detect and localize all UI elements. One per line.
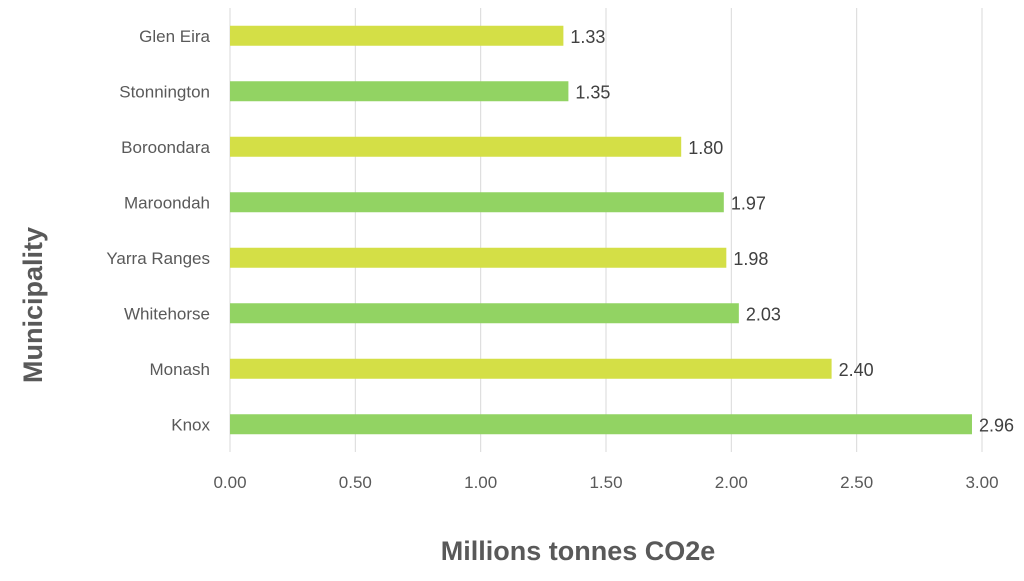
data-label: 1.33 bbox=[570, 27, 605, 47]
bar bbox=[230, 192, 724, 213]
x-tick-label: 3.00 bbox=[965, 473, 998, 492]
bar bbox=[230, 358, 832, 379]
category-label: Boroondara bbox=[121, 138, 210, 157]
x-axis-title: Millions tonnes CO2e bbox=[441, 536, 716, 566]
category-label: Maroondah bbox=[124, 193, 210, 212]
data-label: 1.97 bbox=[731, 193, 766, 213]
category-label: Monash bbox=[150, 360, 210, 379]
x-tick-labels: 0.00 0.50 1.00 1.50 2.00 2.50 3.00 bbox=[213, 473, 998, 492]
x-tick-label: 0.50 bbox=[339, 473, 372, 492]
bar bbox=[230, 25, 564, 46]
bars: 1.33 1.35 1.80 1.97 1.98 2.03 2.40 2.96 bbox=[230, 25, 1014, 435]
category-label: Yarra Ranges bbox=[106, 249, 210, 268]
category-label: Glen Eira bbox=[139, 27, 210, 46]
bar bbox=[230, 136, 682, 157]
data-label: 1.35 bbox=[575, 82, 610, 102]
bar bbox=[230, 247, 727, 268]
category-labels: Glen Eira Stonnington Boroondara Maroondah Y… bbox=[106, 27, 210, 435]
x-tick-label: 1.50 bbox=[589, 473, 622, 492]
y-axis-title: Municipality bbox=[18, 227, 48, 383]
category-label: Whitehorse bbox=[124, 304, 210, 323]
category-label: Knox bbox=[171, 415, 210, 434]
data-label: 2.40 bbox=[839, 360, 874, 380]
x-tick-label: 2.00 bbox=[715, 473, 748, 492]
x-tick-label: 2.50 bbox=[840, 473, 873, 492]
bar bbox=[230, 414, 972, 435]
x-tick-label: 1.00 bbox=[464, 473, 497, 492]
bar bbox=[230, 303, 739, 324]
category-label: Stonnington bbox=[119, 82, 210, 101]
bar bbox=[230, 81, 569, 102]
data-label: 2.96 bbox=[979, 415, 1014, 435]
data-label: 1.80 bbox=[688, 138, 723, 158]
x-tick-label: 0.00 bbox=[213, 473, 246, 492]
data-label: 1.98 bbox=[733, 249, 768, 269]
gridlines bbox=[229, 8, 983, 452]
data-label: 2.03 bbox=[746, 304, 781, 324]
